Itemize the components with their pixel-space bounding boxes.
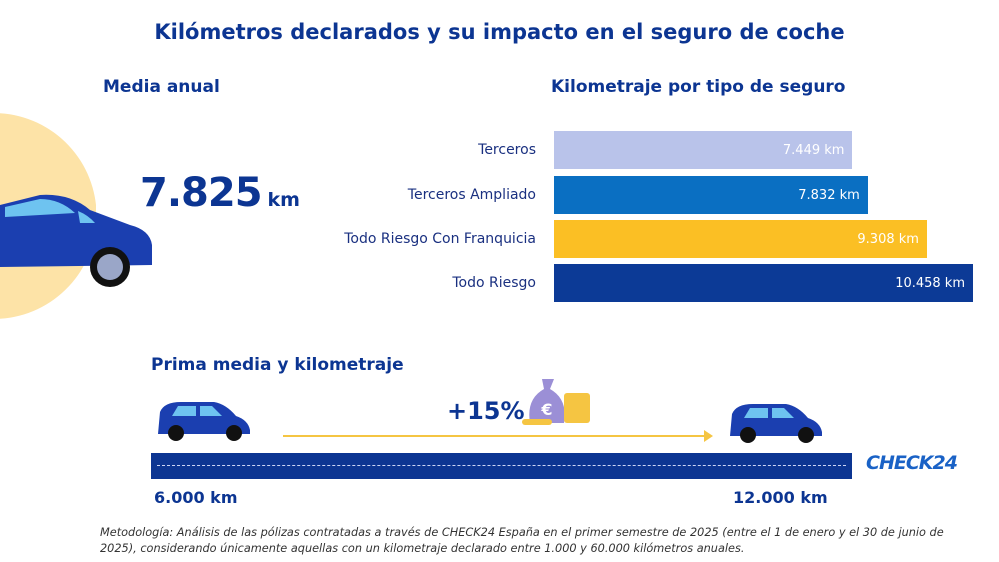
- check24-logo: CHECK24: [866, 452, 958, 474]
- km-to: 12.000 km: [733, 488, 828, 507]
- annual-value: 7.825: [140, 170, 263, 216]
- annual-unit: km: [267, 189, 300, 211]
- bar: [554, 176, 868, 214]
- bar-label: Todo Riesgo Con Franquicia: [344, 231, 536, 247]
- bar-label: Terceros: [478, 142, 536, 158]
- bar: [554, 264, 973, 302]
- car-icon: [158, 402, 250, 441]
- bar-value-label: 7.832 km: [798, 188, 860, 203]
- progress-arrow: [283, 435, 707, 437]
- money-bag-icon: €: [522, 379, 590, 425]
- annual-heading: Media anual: [103, 77, 220, 97]
- increase-percent: +15%: [447, 397, 525, 425]
- bar-value-label: 10.458 km: [895, 276, 965, 291]
- bar: [554, 131, 853, 169]
- page-title: Kilómetros declarados y su impacto en el…: [154, 20, 845, 44]
- car-icon: [730, 404, 822, 443]
- premium-heading: Prima media y kilometraje: [151, 355, 404, 375]
- chart-title: Kilometraje por tipo de seguro: [551, 77, 846, 97]
- bar-value-label: 9.308 km: [857, 232, 919, 247]
- km-from: 6.000 km: [154, 488, 238, 507]
- svg-text:€: €: [540, 400, 552, 419]
- annual-average: 7.825 km: [140, 170, 300, 216]
- bar-label: Terceros Ampliado: [407, 187, 536, 203]
- bar-label: Todo Riesgo: [452, 275, 536, 291]
- road: [151, 451, 852, 479]
- arrow-head-icon: [704, 430, 713, 442]
- methodology-note: Metodología: Análisis de las pólizas con…: [100, 526, 944, 555]
- car-icon: [0, 194, 152, 287]
- bar: [554, 220, 927, 258]
- bar-value-label: 7.449 km: [782, 143, 845, 158]
